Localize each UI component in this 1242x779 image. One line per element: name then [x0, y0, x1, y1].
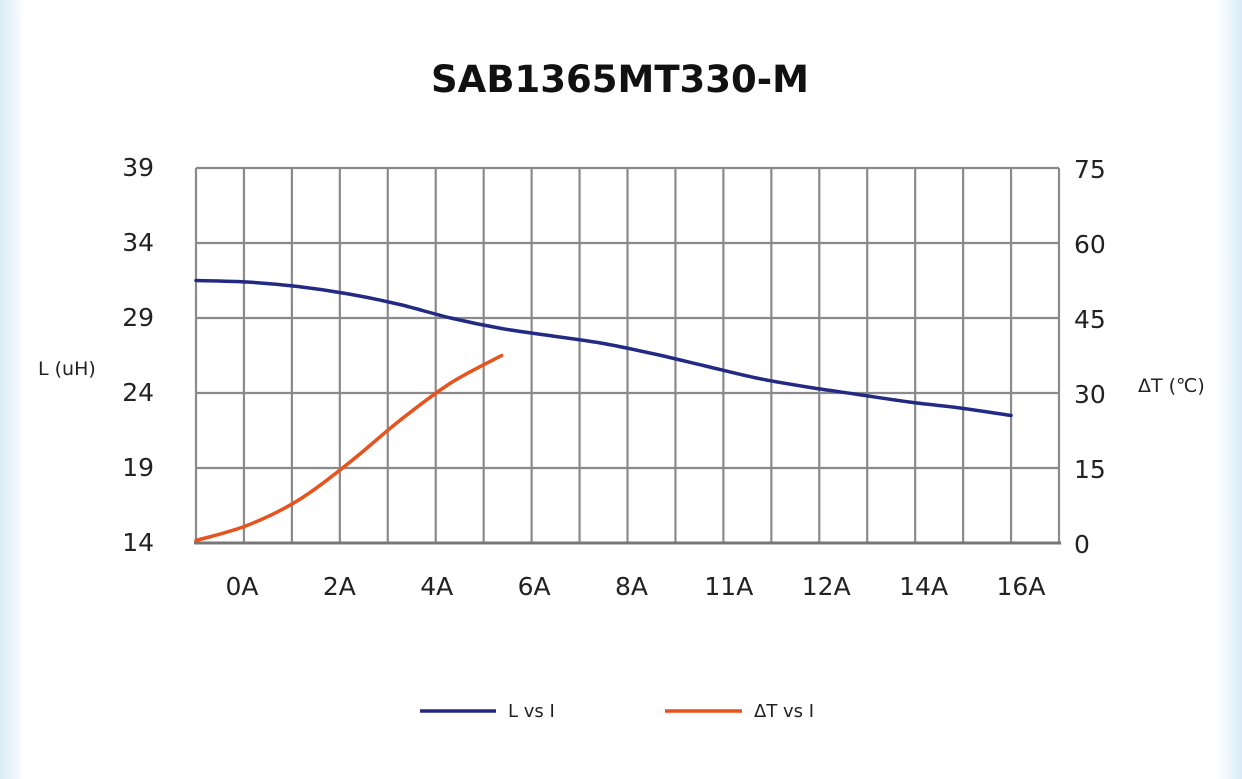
- legend-label: L vs I: [508, 701, 555, 722]
- x-tick-label: 4A: [420, 572, 453, 601]
- x-axis-ticks: 0A 2A 4A 6A 8A 11A 12A 14A 16A: [225, 572, 1045, 601]
- x-tick-label: 8A: [615, 572, 648, 601]
- y-right-tick-label: 0: [1074, 530, 1090, 559]
- chart-card: [22, 12, 1218, 779]
- series-line-l-vs-i: [194, 278, 1013, 418]
- y-left-axis-ticks: 39 34 29 24 19 14: [122, 153, 154, 557]
- chart-grid: [194, 166, 1061, 545]
- y-left-tick-label: 14: [122, 528, 154, 557]
- y-right-axis-ticks: 75 60 45 30 15 0: [1074, 155, 1106, 559]
- series-line-dt-vs-i: [194, 353, 504, 543]
- y-left-tick-label: 39: [122, 153, 154, 182]
- y-left-axis-label: L (uH): [38, 358, 96, 380]
- x-tick-label: 11A: [704, 572, 753, 601]
- legend-label: ΔT vs I: [754, 701, 814, 722]
- x-tick-label: 0A: [225, 572, 258, 601]
- y-right-tick-label: 75: [1074, 155, 1106, 184]
- y-right-tick-label: 45: [1074, 305, 1106, 334]
- y-right-tick-label: 30: [1074, 380, 1106, 409]
- y-left-tick-label: 29: [122, 303, 154, 332]
- y-left-tick-label: 34: [122, 228, 154, 257]
- chart-series: [194, 278, 1013, 543]
- y-right-tick-label: 15: [1074, 455, 1106, 484]
- y-right-tick-label: 60: [1074, 230, 1106, 259]
- x-tick-label: 14A: [899, 572, 948, 601]
- x-tick-label: 6A: [518, 572, 551, 601]
- chart-legend: L vs I ΔT vs I: [420, 701, 814, 722]
- chart-title: SAB1365MT330-M: [431, 58, 809, 101]
- y-right-axis-label: ΔT (℃): [1138, 375, 1205, 397]
- x-tick-label: 16A: [997, 572, 1046, 601]
- x-tick-label: 12A: [802, 572, 851, 601]
- x-tick-label: 2A: [323, 572, 356, 601]
- y-left-tick-label: 19: [122, 453, 154, 482]
- y-left-tick-label: 24: [122, 378, 154, 407]
